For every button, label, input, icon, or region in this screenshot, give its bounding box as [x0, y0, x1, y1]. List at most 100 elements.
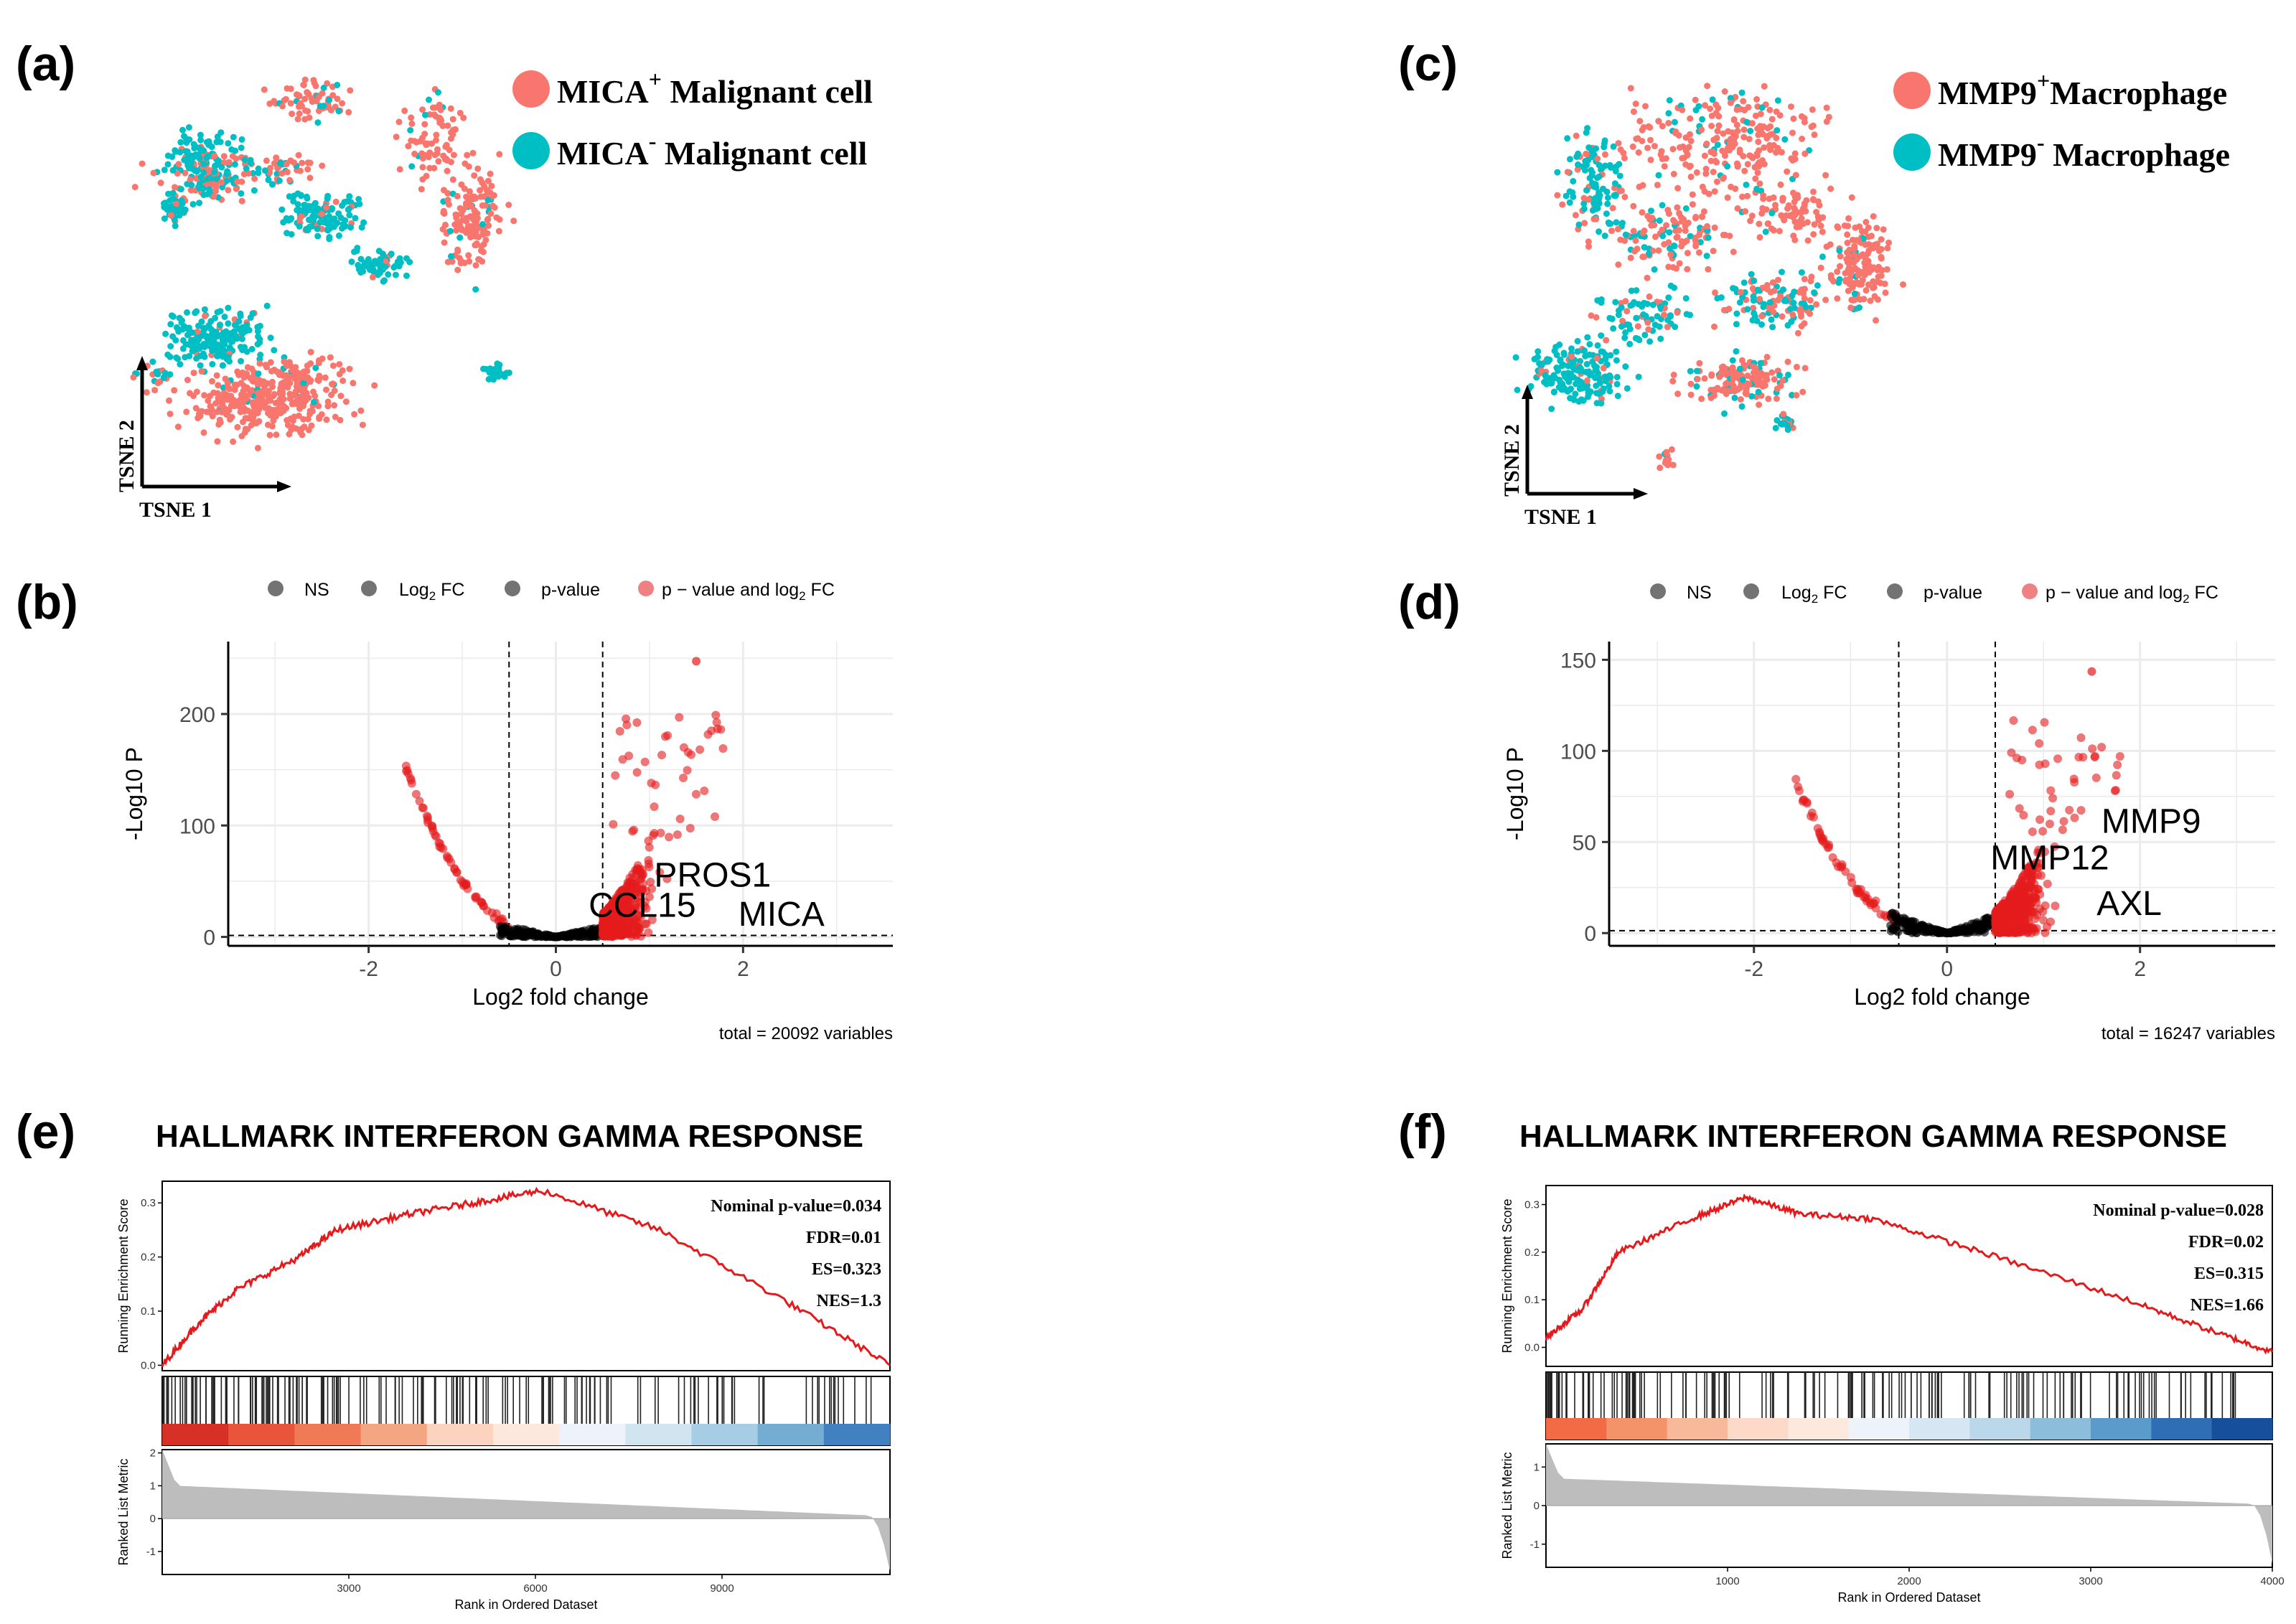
cell-point [164, 161, 172, 168]
cell-point [1862, 219, 1870, 225]
cell-point [448, 159, 454, 166]
cell-point [345, 205, 352, 212]
volcano-point [621, 892, 630, 901]
cell-point [175, 161, 182, 168]
cell-point [441, 239, 448, 246]
cell-point [169, 154, 176, 160]
cell-point [1752, 112, 1759, 119]
volcano-point [2007, 748, 2016, 757]
cell-point [1846, 264, 1853, 271]
cell-point [223, 336, 230, 343]
cell-point [1665, 210, 1672, 217]
cell-point [1655, 118, 1662, 125]
cell-point [1613, 380, 1621, 388]
cell-point [408, 120, 416, 127]
es-ylabel: Running Enrichment Score [116, 1198, 131, 1353]
cell-point [1676, 260, 1683, 267]
cell-point [300, 380, 307, 387]
volcano-point [2023, 903, 2032, 912]
cell-point [418, 186, 425, 193]
cell-point [1746, 152, 1753, 159]
cell-point [171, 184, 178, 191]
cell-point [255, 407, 261, 414]
cell-point [254, 341, 261, 348]
cell-point [184, 377, 191, 383]
cell-point [1698, 395, 1705, 403]
volcano-point [637, 865, 647, 874]
volcano-point [2074, 753, 2084, 762]
volcano-point [631, 900, 640, 909]
cell-point [179, 126, 186, 133]
legend-label-negative: MICA- Malignant cell [557, 128, 867, 172]
cell-point [1711, 224, 1718, 231]
cell-point [213, 175, 220, 182]
cell-point [1596, 200, 1603, 207]
legend-dot-positive [1893, 72, 1931, 109]
cell-point [304, 166, 311, 173]
cell-point [150, 169, 157, 177]
gsea-plot-e: HALLMARK INTERFERON GAMMA RESPONSE0.00.1… [116, 1119, 891, 1612]
cell-point [304, 159, 311, 166]
cell-point [297, 192, 304, 199]
cell-point [1803, 197, 1810, 204]
cell-point [191, 145, 198, 151]
cell-point [1646, 216, 1654, 223]
volcano-point [657, 751, 667, 760]
cell-point [1793, 392, 1800, 399]
cell-point [1807, 297, 1814, 304]
cell-point [1754, 169, 1761, 177]
cell-point [184, 309, 190, 316]
cell-point [1614, 225, 1621, 233]
volcano-point [1892, 922, 1901, 931]
cell-point [1739, 294, 1746, 301]
volcano-point [2046, 786, 2056, 795]
cell-point [1721, 410, 1728, 417]
cell-point [1646, 338, 1654, 345]
cell-point [1766, 106, 1773, 113]
cell-point [1775, 276, 1781, 283]
volcano-point [2005, 789, 2015, 799]
cell-point [1784, 426, 1791, 433]
y-tick-label: 0 [203, 926, 215, 950]
cell-point [225, 140, 232, 147]
cell-point [1666, 97, 1673, 104]
cell-point [335, 210, 342, 217]
cell-point [346, 212, 353, 219]
cell-point [1789, 292, 1796, 299]
cell-point [435, 158, 442, 165]
cell-point [1676, 210, 1683, 217]
cell-point [267, 397, 274, 404]
volcano-point [1967, 919, 1977, 929]
cell-point [1664, 316, 1672, 324]
cell-point [1585, 243, 1592, 250]
cell-point [274, 164, 281, 172]
cell-point [1766, 304, 1773, 311]
cell-point [1755, 381, 1761, 388]
cell-point [1598, 299, 1605, 306]
gsea-xlabel: Rank in Ordered Dataset [1837, 1590, 1980, 1605]
cell-point [1759, 205, 1766, 212]
cell-point [263, 157, 270, 164]
cell-point [1568, 345, 1575, 352]
es-ytick-label: 0.1 [141, 1305, 156, 1318]
cell-point [1704, 83, 1711, 90]
cell-point [1682, 227, 1689, 234]
cell-point [225, 384, 232, 391]
rank-heat-block [1606, 1418, 1668, 1440]
volcano-point [471, 892, 480, 901]
cell-point [1701, 152, 1708, 159]
cell-point [437, 106, 444, 113]
cell-point [1663, 450, 1670, 457]
cell-point [238, 380, 245, 387]
cell-point [484, 215, 492, 222]
cell-point [1642, 103, 1649, 110]
cell-point [1570, 374, 1578, 381]
cell-point [1610, 325, 1617, 332]
cell-point [258, 380, 265, 387]
cell-point [1604, 194, 1611, 201]
cell-point [324, 220, 330, 227]
cell-point [1607, 164, 1614, 171]
cell-point [1802, 304, 1809, 311]
cell-point [1582, 158, 1589, 164]
cell-point [293, 382, 300, 390]
